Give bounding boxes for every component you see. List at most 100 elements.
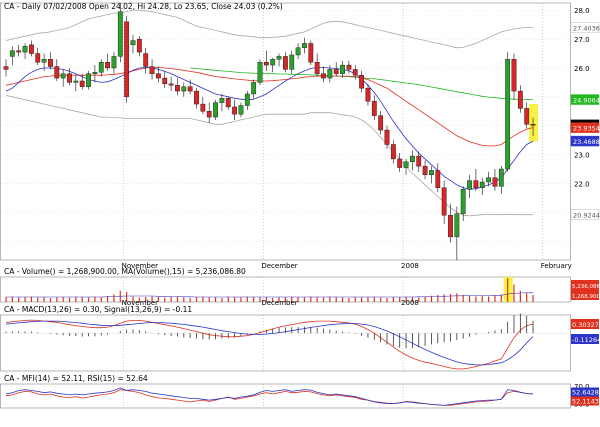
candle-up — [219, 98, 225, 103]
candle-down — [79, 80, 85, 87]
candle-down — [321, 73, 326, 79]
candle-down — [263, 61, 269, 66]
price-tag-label: 23.4688 — [573, 138, 600, 146]
candle-down — [524, 108, 530, 125]
price-tag-label: 20.9244 — [573, 212, 600, 220]
price-tick-label: 23.0 — [574, 152, 590, 160]
candle-up — [41, 59, 47, 63]
macd-tag-label: -0.112649 — [572, 336, 600, 344]
last-candle-highlight — [529, 104, 539, 142]
candle-up — [130, 40, 136, 46]
oscillator-tag-label: 52.6428 — [572, 389, 599, 397]
price-tag-label: 27.4036 — [573, 24, 600, 32]
candle-up — [467, 180, 472, 190]
candle-up — [270, 59, 276, 66]
candle-down — [29, 44, 34, 54]
candle-down — [149, 66, 155, 74]
candle-down — [136, 38, 142, 53]
candle-up — [257, 61, 263, 83]
candle-up — [327, 69, 333, 79]
candle-up — [498, 168, 504, 187]
candle-up — [460, 189, 466, 214]
oscillator-panel-frame — [0, 383, 571, 409]
volume-tag-box — [571, 290, 599, 300]
candle-down — [232, 106, 237, 115]
candle-down — [175, 85, 180, 92]
candle-down — [105, 61, 111, 69]
candle-up — [505, 59, 511, 170]
candle-down — [448, 215, 453, 238]
price-tick-label: 22.0 — [574, 180, 590, 188]
candle-down — [3, 66, 9, 70]
candle-down — [371, 100, 377, 116]
price-tag-box — [570, 22, 600, 33]
candle-up — [213, 102, 218, 118]
candle-up — [86, 73, 91, 87]
candle-up — [410, 155, 415, 163]
candle-up — [454, 213, 460, 238]
volume-chart-title: CA - Volume() = 1,268,900.00, MA(Volume(… — [4, 267, 246, 276]
candle-down — [530, 124, 536, 126]
candle-down — [48, 59, 53, 67]
candle-down — [187, 86, 193, 92]
candle-down — [390, 144, 396, 160]
moving-average-red-line — [5, 67, 534, 147]
candle-down — [397, 158, 403, 168]
bollinger-lower-line — [5, 95, 533, 217]
candle-up — [340, 64, 345, 74]
month-label: 2008 — [401, 262, 419, 270]
candle-down — [416, 155, 422, 167]
candle-down — [168, 83, 174, 86]
macd-tag-box — [571, 319, 599, 329]
candle-down — [54, 66, 60, 79]
candle-up — [98, 61, 104, 73]
candle-up — [238, 105, 244, 115]
candle-down — [225, 98, 231, 108]
candle-down — [422, 165, 428, 176]
signal-line — [5, 320, 534, 366]
oscillator-tag-box — [571, 396, 599, 406]
candle-down — [283, 56, 288, 70]
oscillator-tag-box — [571, 387, 599, 397]
candle-down — [155, 73, 161, 79]
macd-line — [5, 319, 534, 370]
candle-up — [92, 72, 98, 74]
candle-up — [111, 56, 117, 69]
candle-up — [295, 47, 301, 56]
macd-tag-label: 0.30327 — [572, 321, 599, 329]
oscillator-tick-label: 70.0 — [574, 383, 590, 391]
mfi-rsi-chart-title: CA - MFI(14) = 52.11, RSI(15) = 52.64 — [4, 374, 148, 383]
candle-up — [117, 11, 123, 57]
volume-tag-label: 1,268,900.00 — [572, 294, 600, 300]
volume-tag-box — [571, 280, 599, 290]
price-tick-label: 26.0 — [574, 65, 590, 73]
month-label: December — [261, 299, 297, 307]
price-tag-box — [570, 94, 600, 105]
volume-tag-label: 5,236,086.80 — [572, 284, 600, 290]
candle-down — [365, 87, 371, 102]
price-tag-box — [570, 122, 600, 133]
candle-down — [67, 73, 72, 83]
price-tick-label: 28.0 — [574, 7, 590, 15]
candle-down — [143, 53, 149, 67]
price-tick-label: 27.0 — [574, 36, 590, 44]
candle-up — [429, 170, 434, 176]
candle-down — [384, 129, 390, 145]
candle-down — [441, 187, 447, 216]
candle-down — [124, 21, 130, 98]
candle-down — [435, 170, 441, 189]
candle-down — [200, 103, 206, 112]
candle-down — [492, 177, 498, 187]
candle-down — [517, 90, 523, 109]
candle-up — [73, 80, 79, 83]
price-tag-label: 24.9064 — [573, 97, 600, 105]
candle-up — [251, 82, 257, 95]
candle-up — [289, 54, 295, 70]
candle-down — [352, 69, 358, 76]
month-label: December — [261, 262, 297, 270]
candle-down — [333, 69, 339, 74]
candle-down — [194, 90, 199, 105]
candle-down — [162, 77, 168, 85]
candle-up — [22, 46, 28, 53]
bollinger-upper-line — [5, 9, 533, 49]
